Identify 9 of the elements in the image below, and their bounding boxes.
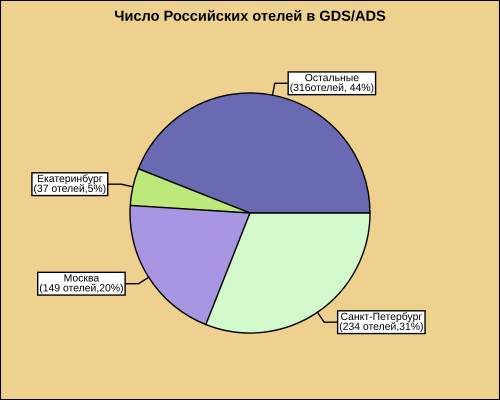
data-label: (316отелей, 44%)	[290, 83, 374, 94]
data-label: (37 отелей,5%)	[34, 184, 106, 194]
chart-title: Число Российских отелей в GDS/ADS	[115, 10, 386, 22]
slice-label: Екатеринбург	[38, 174, 102, 184]
slice-label: Москва	[64, 274, 100, 282]
data-label: (149 отелей,20%)	[40, 284, 123, 294]
data-label: (234 отелей,31%)	[340, 322, 423, 332]
slice-label: Санкт-Петербург	[341, 312, 422, 322]
slice-label: Остальные	[305, 74, 359, 82]
